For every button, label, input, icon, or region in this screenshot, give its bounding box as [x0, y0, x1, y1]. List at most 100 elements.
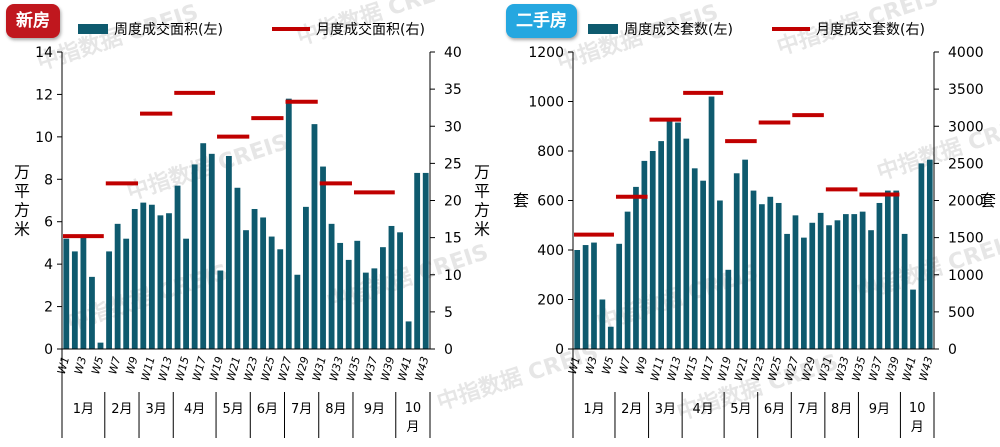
bar-week-27 [285, 98, 292, 349]
bar-week-7 [114, 223, 121, 349]
y-left-tick-label: 10 [35, 130, 53, 146]
month-label: 5月 [223, 402, 244, 417]
bar-week-12 [666, 118, 673, 349]
bar-week-34 [851, 214, 858, 349]
bar-week-36 [362, 272, 369, 349]
month-label: 2月 [621, 402, 642, 417]
bar-week-9 [641, 160, 648, 349]
y-right-tick-label: 20 [444, 194, 462, 210]
bar-week-3 [80, 236, 87, 349]
y-right-tick-label: 30 [444, 119, 462, 135]
bar-week-33 [842, 214, 849, 349]
y-left-tick-label: 600 [537, 194, 564, 210]
bar-week-5 [97, 342, 104, 349]
bar-week-39 [893, 190, 900, 349]
x-tick-label: W3 [72, 355, 89, 376]
x-tick-label: W23 [241, 355, 260, 382]
bar-week-27 [792, 215, 799, 349]
x-tick-label: W43 [413, 355, 432, 382]
x-tick-label: W31 [310, 355, 329, 382]
x-tick-label: W5 [89, 355, 106, 376]
bar-week-21 [742, 159, 748, 349]
month-label: 7月 [797, 402, 818, 417]
y-left-tick-label: 200 [537, 293, 564, 309]
bar-week-11 [148, 204, 155, 349]
bar-week-33 [337, 242, 344, 349]
x-tick-label: W9 [123, 355, 140, 376]
bar-week-23 [759, 204, 765, 349]
bar-week-4 [89, 276, 95, 349]
x-tick-label: W33 [327, 355, 346, 382]
bar-week-40 [397, 232, 403, 349]
bar-week-26 [784, 233, 790, 349]
bar-week-20 [733, 173, 740, 349]
legend-bar-swatch [588, 24, 618, 34]
bar-week-2 [582, 245, 589, 349]
y-right-axis-label: 套 [980, 191, 996, 210]
bar-week-31 [320, 166, 326, 349]
y-left-tick-label: 0 [555, 342, 564, 358]
bar-week-13 [675, 122, 681, 349]
bar-week-18 [208, 153, 215, 349]
bar-week-1 [63, 238, 70, 349]
bar-week-7 [624, 211, 631, 349]
y-right-tick-label: 3500 [948, 82, 984, 98]
month-label: 6月 [257, 402, 278, 417]
x-tick-label: W21 [224, 355, 243, 382]
bar-week-22 [243, 230, 249, 349]
legend-bar-label: 周度成交套数(左) [624, 21, 733, 38]
bar-week-28 [801, 237, 807, 350]
bar-week-8 [123, 238, 130, 349]
y-right-tick-label: 500 [948, 305, 975, 321]
bar-week-4 [599, 299, 606, 349]
x-tick-label: W31 [816, 355, 835, 382]
x-tick-label: W19 [715, 355, 734, 382]
x-tick-label: W1 [55, 355, 72, 376]
x-tick-label: W23 [749, 355, 768, 382]
y-left-tick-label: 14 [35, 45, 53, 61]
y-left-tick-label: 12 [35, 87, 53, 103]
bar-week-3 [591, 242, 597, 349]
bar-week-37 [876, 202, 883, 349]
x-tick-label: W15 [173, 355, 192, 382]
x-tick-label: W27 [782, 355, 801, 382]
y-right-tick-label: 25 [444, 156, 462, 172]
x-tick-label: W29 [293, 355, 312, 382]
bar-week-38 [380, 247, 386, 349]
month-label: 3月 [145, 402, 166, 417]
bar-week-19 [725, 269, 732, 349]
bar-week-42 [918, 163, 925, 350]
x-tick-label: W35 [849, 355, 868, 382]
y-right-tick-label: 1000 [948, 268, 984, 284]
x-tick-label: W21 [732, 355, 751, 382]
y-right-tick-label: 1500 [948, 231, 984, 247]
bar-week-5 [607, 326, 614, 349]
x-tick-label: W25 [765, 355, 784, 382]
y-left-axis-label: 万平方米 [14, 163, 30, 239]
bar-week-28 [294, 274, 301, 349]
second-hand-badge: 二手房 [506, 4, 577, 38]
bar-week-26 [277, 249, 284, 349]
x-tick-label: W3 [583, 355, 600, 376]
x-tick-label: W13 [665, 355, 684, 382]
month-label: 1月 [73, 402, 94, 417]
bar-week-19 [217, 270, 224, 349]
new-home-chart: 周度成交面积(左) 月度成交面积(右) 0 2 4 6 8 10 12 14 0 5 10 15 20 25 3… [14, 21, 490, 438]
month-label: 10 月 [909, 401, 926, 435]
month-label: 4月 [184, 402, 205, 417]
watermark-text: 中指数据 CREIS [64, 259, 232, 336]
month-label: 8月 [831, 402, 852, 417]
bar-week-38 [884, 190, 891, 349]
y-right-tick-label: 15 [444, 231, 462, 247]
y-left-tick-label: 6 [44, 215, 53, 231]
x-tick-label: W9 [633, 355, 650, 376]
bar-week-29 [303, 206, 309, 349]
bar-week-22 [750, 190, 757, 349]
bar-week-32 [834, 220, 841, 349]
y-left-axis-label: 套 [513, 191, 529, 210]
bar-week-8 [633, 186, 639, 349]
x-tick-label: W37 [866, 355, 885, 382]
month-label: 4月 [692, 402, 713, 417]
month-label: 10 月 [405, 401, 422, 435]
bar-week-23 [251, 208, 258, 349]
